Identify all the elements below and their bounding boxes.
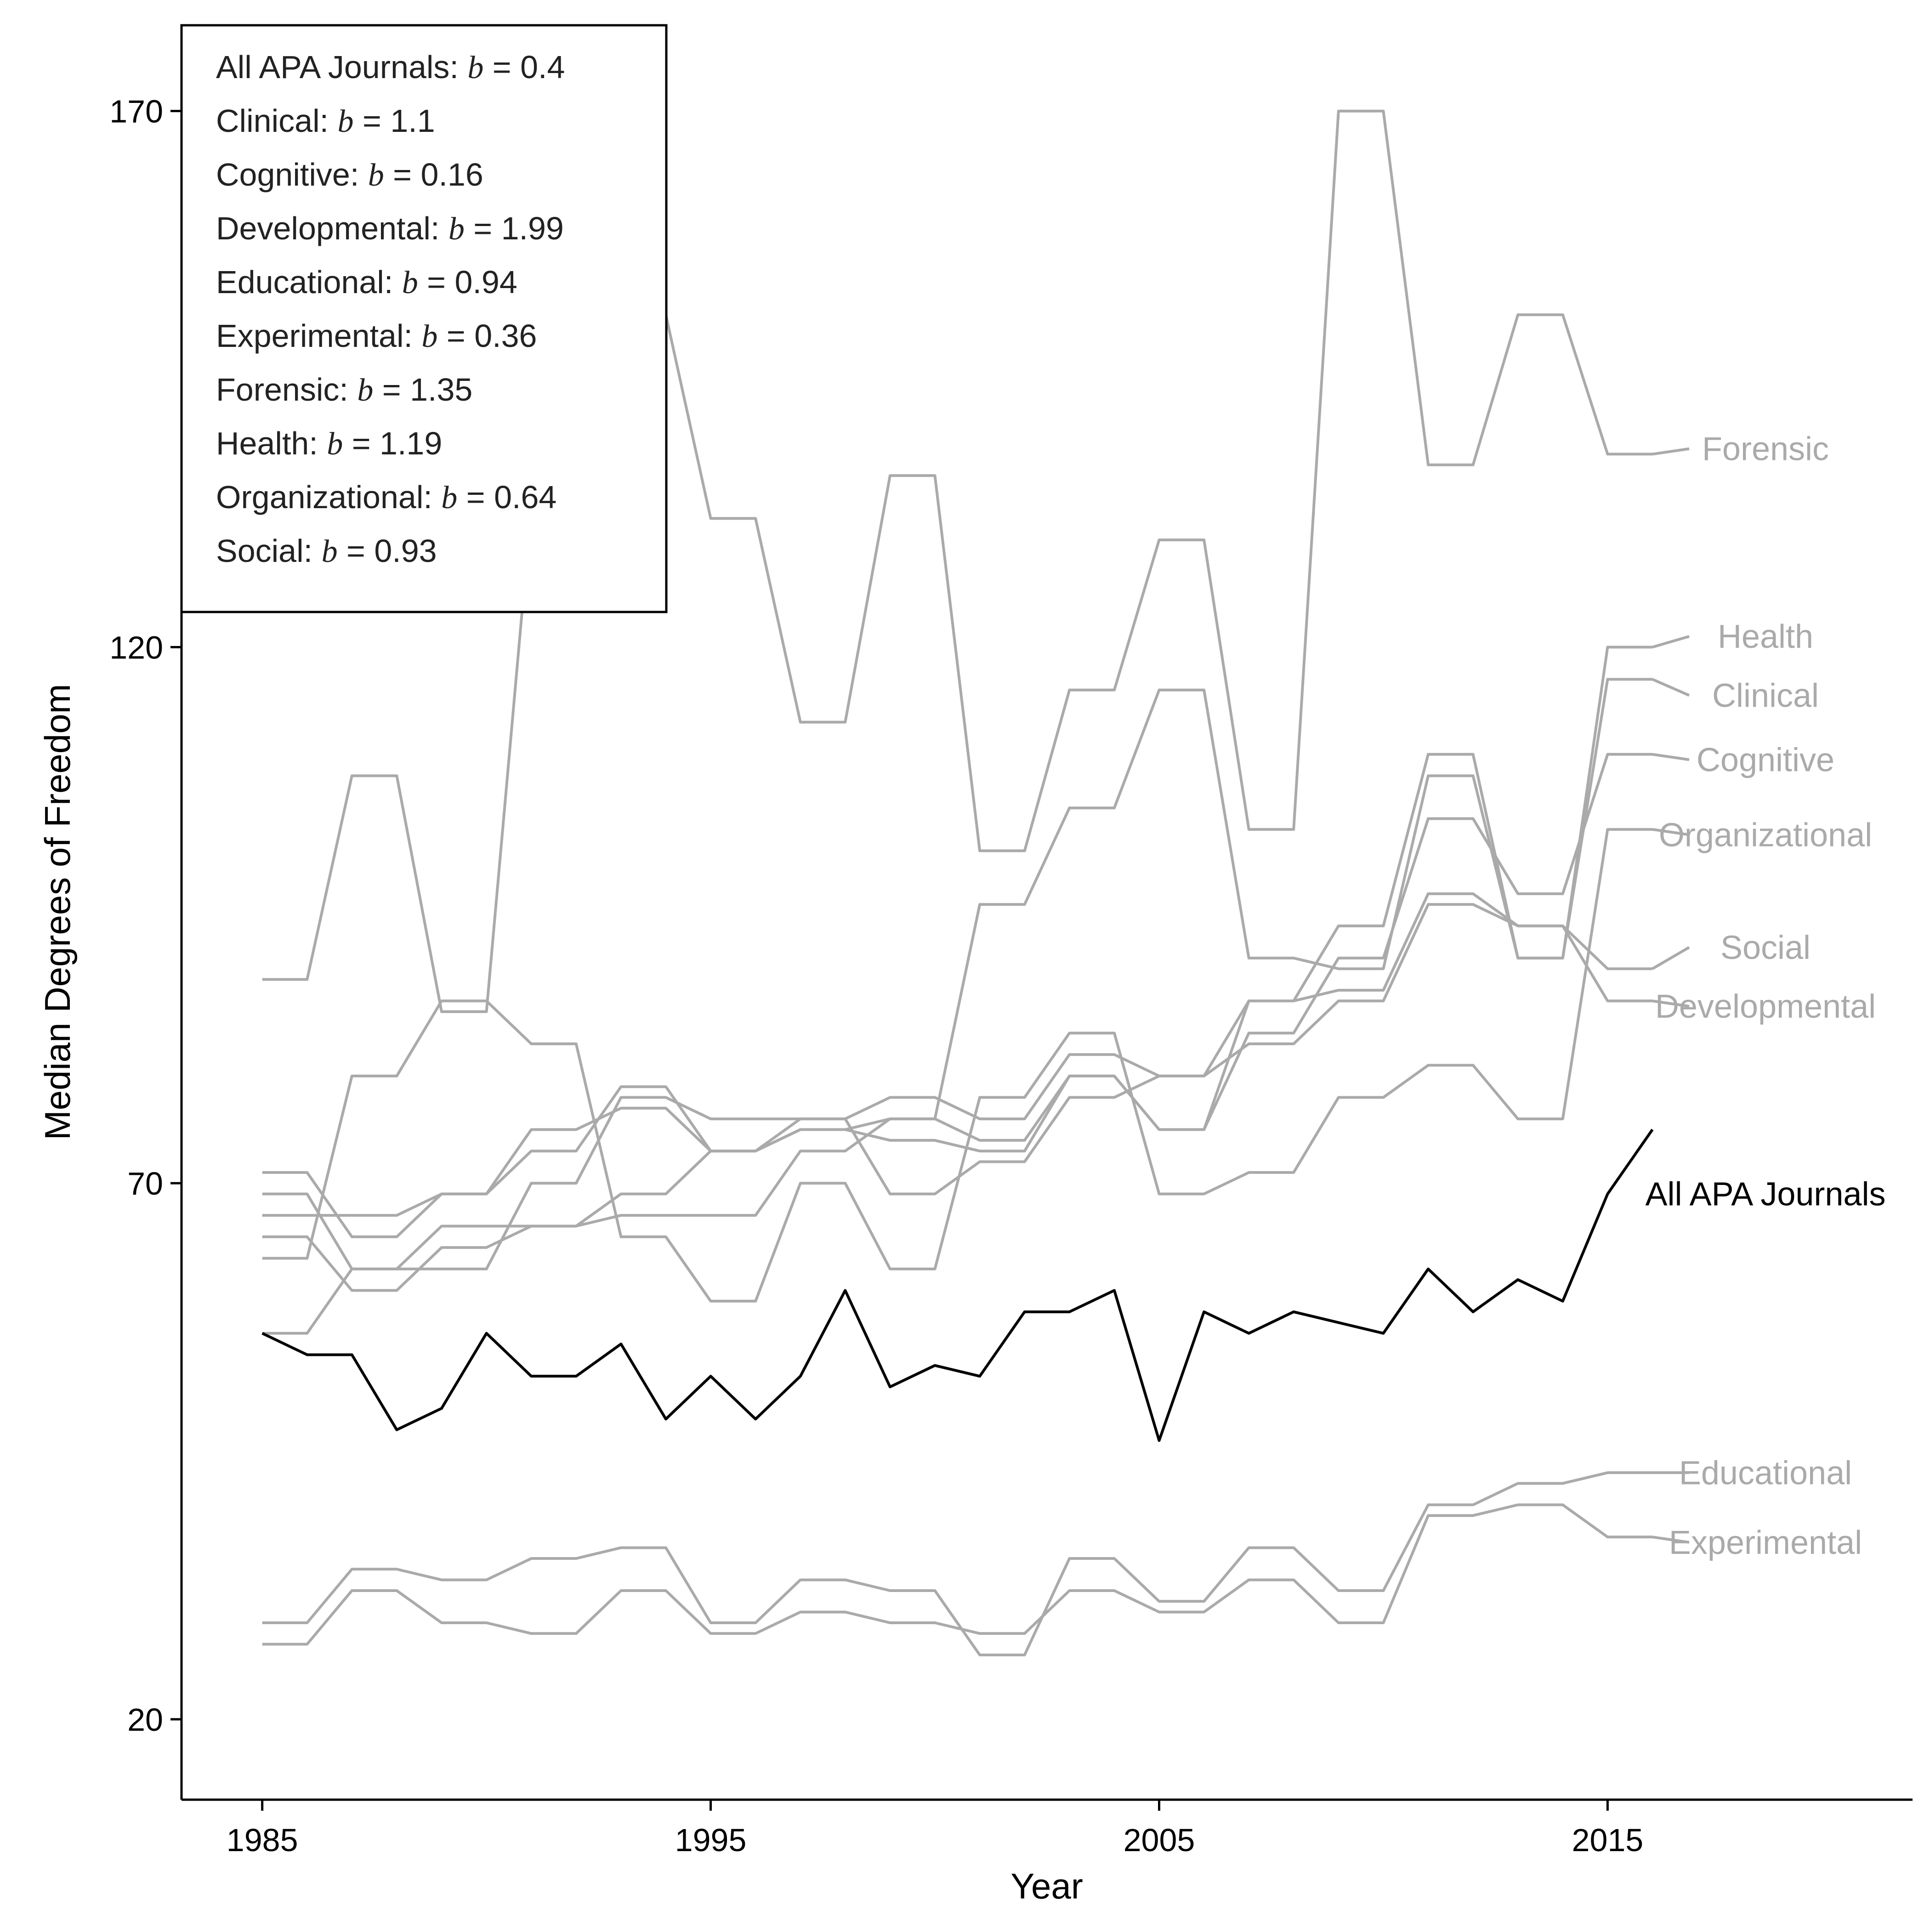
series-label-leader-developmental xyxy=(1652,999,1690,1008)
series-line-cognitive xyxy=(262,753,1652,1217)
legend-box xyxy=(180,24,668,613)
series-line-organizational xyxy=(262,828,1652,1303)
y-tick-label: 120 xyxy=(109,629,163,665)
legend-entry-b-value: 0.16 xyxy=(421,157,483,193)
series-label-organizational: Organizational xyxy=(1659,817,1872,854)
series-line-experimental xyxy=(262,1503,1652,1646)
series-label-leader-health xyxy=(1652,635,1690,649)
series-line-forensic xyxy=(262,109,1652,1013)
legend-entry-cognitive: Cognitive: b = 0.16 xyxy=(216,157,483,193)
legend-entry-b-value: 0.4 xyxy=(520,49,565,85)
legend-entry-educational: Educational: b = 0.94 xyxy=(216,264,517,300)
legend-entry-b-value: 0.93 xyxy=(374,533,437,569)
series-line-social xyxy=(262,892,1652,1270)
legend-entry-health: Health: b = 1.19 xyxy=(216,425,442,462)
series-line-developmental xyxy=(262,903,1652,1292)
series-label-health: Health xyxy=(1718,618,1813,655)
series-line-all-apa-journals xyxy=(261,1128,1654,1442)
legend-entry-name: Social xyxy=(216,533,304,569)
series-label-leader-organizational xyxy=(1652,828,1690,836)
legend-entry-experimental: Experimental: b = 0.36 xyxy=(216,318,537,354)
x-axis-title: Year xyxy=(1010,1866,1083,1906)
series-line-educational xyxy=(262,1471,1652,1656)
legend-entry-b-value: 0.36 xyxy=(474,318,537,354)
legend-entry-name: Forensic xyxy=(216,372,339,408)
legend-entry-developmental: Developmental: b = 1.99 xyxy=(216,210,564,247)
series-label-clinical: Clinical xyxy=(1712,677,1819,714)
series-line-health xyxy=(262,646,1652,1238)
series-label-leader-forensic xyxy=(1652,447,1690,456)
legend-entry-name: Cognitive xyxy=(216,157,350,193)
legend-entry-name: Experimental xyxy=(216,318,404,354)
legend-entry-name: Organizational xyxy=(216,479,423,515)
series-label-social: Social xyxy=(1720,929,1811,966)
series-label-leader-cognitive xyxy=(1652,753,1690,761)
legend-entry-name: Educational xyxy=(216,264,384,300)
legend-entry-b-value: 0.94 xyxy=(455,264,517,300)
legend-entry-b-value: 1.99 xyxy=(501,210,564,246)
legend-entry-b-value: 1.1 xyxy=(390,103,435,139)
legend-entry-b-value: 0.64 xyxy=(494,479,556,515)
series-labels: Forensic Health Clinical Cognitive Organizat… xyxy=(1646,431,1886,1561)
x-ticks: 1985 1995 2005 2015 xyxy=(227,1800,1643,1858)
x-tick-label: 1995 xyxy=(675,1822,747,1858)
plot-series-group xyxy=(261,109,1654,1656)
legend-entry-name: Developmental xyxy=(216,210,431,246)
legend-entries: All APA Journals: b = 0.4 Clinical: b = 1… xyxy=(216,49,565,569)
legend-entry-name: All APA Journals xyxy=(216,49,449,85)
series-label-experimental: Experimental xyxy=(1669,1524,1862,1561)
legend-entry-forensic: Forensic: b = 1.35 xyxy=(216,372,472,408)
x-tick-label: 2005 xyxy=(1124,1822,1195,1858)
y-ticks: 20 70 120 170 xyxy=(109,94,182,1738)
y-tick-label: 170 xyxy=(109,94,163,130)
series-label-cognitive: Cognitive xyxy=(1697,742,1834,778)
legend-entry-organizational: Organizational: b = 0.64 xyxy=(216,479,556,516)
series-line-clinical xyxy=(262,678,1652,1335)
x-tick-label: 1985 xyxy=(227,1822,298,1858)
legend-entry-b-value: 1.35 xyxy=(410,372,472,408)
series-label-educational: Educational xyxy=(1679,1455,1852,1491)
series-label-developmental: Developmental xyxy=(1655,988,1876,1025)
legend: All APA Journals: b = 0.4 Clinical: b = 1… xyxy=(180,24,668,613)
y-axis-title: Median Degrees of Freedom xyxy=(37,684,78,1140)
legend-entry-name: Clinical xyxy=(216,103,320,139)
legend-entry-b-value: 1.19 xyxy=(380,425,442,461)
legend-entry-name: Health xyxy=(216,425,309,461)
y-tick-label: 70 xyxy=(127,1166,163,1201)
series-label-leader-clinical xyxy=(1652,678,1690,697)
series-label-forensic: Forensic xyxy=(1702,431,1829,468)
series-label-leader-social xyxy=(1652,946,1690,970)
legend-entry-social: Social: b = 0.93 xyxy=(216,533,437,569)
series-label-leader-experimental xyxy=(1652,1535,1690,1544)
legend-entry-clinical: Clinical: b = 1.1 xyxy=(216,103,435,139)
y-tick-label: 20 xyxy=(127,1702,163,1738)
legend-entry-all-apa-journals: All APA Journals: b = 0.4 xyxy=(216,49,565,85)
series-label-all-apa-journals: All APA Journals xyxy=(1646,1176,1886,1213)
x-tick-label: 2015 xyxy=(1572,1822,1644,1858)
